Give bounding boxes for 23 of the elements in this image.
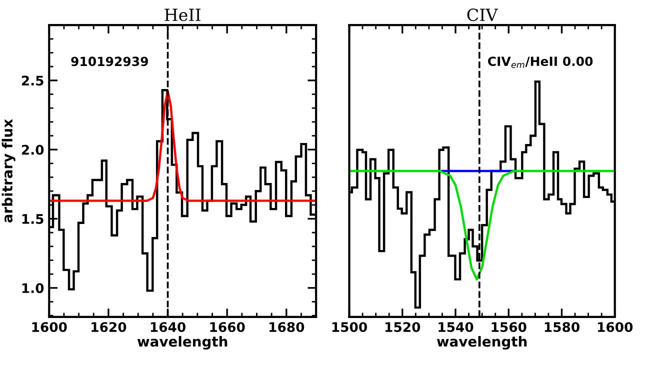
line-series xyxy=(49,90,316,202)
x-axis-title: wavelength xyxy=(436,336,527,350)
y-tick-label: 2.5 xyxy=(22,76,44,86)
x-tick-label: 1520 xyxy=(386,322,420,332)
y-tick-label: 1.0 xyxy=(22,283,44,294)
x-axis-title: wavelength xyxy=(137,336,228,350)
x-tick-label: 1560 xyxy=(492,322,526,332)
x-tick-label: 1540 xyxy=(438,322,474,332)
chart-title: CIV xyxy=(467,8,498,22)
y-tick-label: 1.5 xyxy=(22,214,44,224)
x-tick-label: 1640 xyxy=(150,322,186,332)
x-tick-label: 1580 xyxy=(544,322,580,332)
y-axis-title: arbitrary flux xyxy=(2,119,16,223)
x-tick-label: 1660 xyxy=(210,322,245,332)
x-tick-label: 1680 xyxy=(270,322,304,332)
chart-title: HeII xyxy=(164,8,200,22)
annotation: 910192939 xyxy=(71,56,148,66)
x-tick-label: 1620 xyxy=(92,322,126,332)
x-tick-label: 1600 xyxy=(32,322,67,332)
text: CIV$_{em}$/HeII 0.00 xyxy=(488,56,593,68)
x-tick-label: 1600 xyxy=(598,322,633,332)
y-tick-label: 2.0 xyxy=(22,144,44,155)
x-tick-label: 1500 xyxy=(332,322,367,332)
